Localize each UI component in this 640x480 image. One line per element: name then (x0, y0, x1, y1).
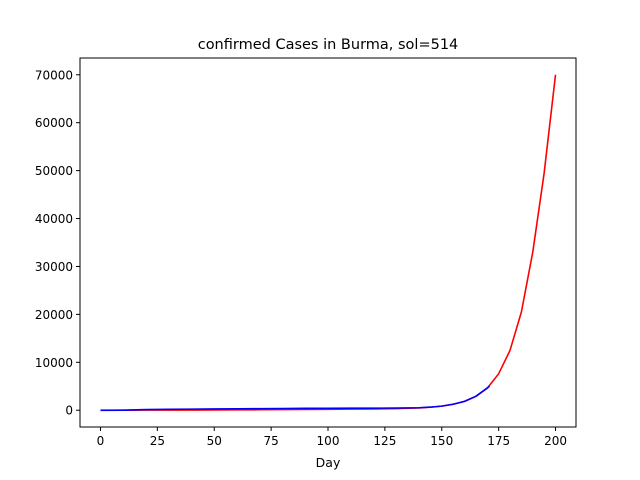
y-axis-ticks: 0 10000 20000 30000 40000 50000 60000 70000 (35, 68, 80, 418)
x-tick-label: 75 (263, 434, 278, 448)
x-tick-label: 125 (373, 434, 396, 448)
y-tick-label: 20000 (35, 308, 73, 322)
x-tick-label: 150 (430, 434, 453, 448)
series-line-2 (100, 385, 491, 412)
x-axis-ticks: 0 25 50 75 100 125 150 175 200 (97, 427, 567, 448)
y-tick-label: 0 (65, 404, 73, 418)
x-tick-label: 50 (207, 434, 222, 448)
chart-title: confirmed Cases in Burma, sol=514 (198, 37, 459, 53)
y-tick-label: 60000 (35, 116, 73, 130)
y-tick-label: 70000 (35, 68, 73, 82)
y-tick-label: 40000 (35, 212, 73, 226)
plot-lines (100, 74, 557, 412)
x-tick-label: 200 (544, 434, 567, 448)
x-tick-label: 175 (487, 434, 510, 448)
y-tick-label: 10000 (35, 356, 73, 370)
y-tick-label: 50000 (35, 164, 73, 178)
x-tick-label: 0 (97, 434, 105, 448)
x-tick-label: 25 (150, 434, 165, 448)
y-tick-label: 30000 (35, 260, 73, 274)
x-axis-label: Day (316, 455, 341, 470)
x-tick-label: 100 (317, 434, 340, 448)
